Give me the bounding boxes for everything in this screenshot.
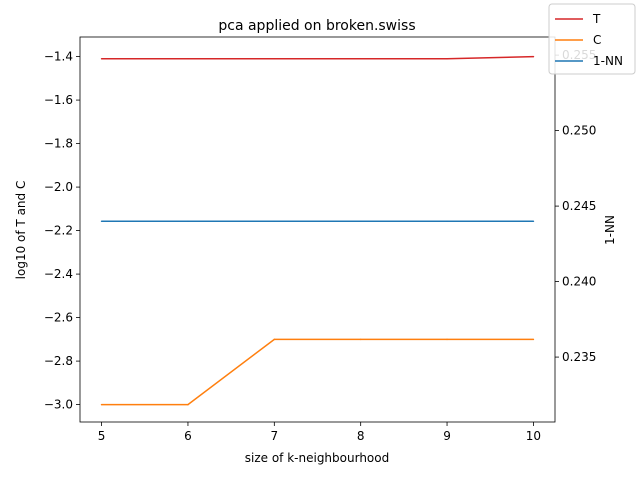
data-point-c: [273, 338, 276, 341]
series-line-t: [101, 55, 534, 60]
data-point-t: [273, 58, 276, 60]
legend-label-1nn: 1-NN: [593, 54, 623, 68]
x-tick-label: 7: [270, 429, 278, 443]
legend: T C 1-NN: [548, 3, 636, 75]
x-tick-label: 5: [98, 429, 106, 443]
data-point-1nn: [273, 220, 276, 222]
x-tick-label: 8: [357, 429, 365, 443]
x-tick-label: 10: [526, 429, 541, 443]
y2-axis-label: 1-NN: [603, 215, 617, 245]
y-tick-label: −2.0: [44, 180, 73, 194]
legend-label-c: C: [593, 33, 601, 47]
y-tick-label: −1.8: [44, 137, 73, 151]
series-layer: [100, 55, 535, 406]
x-tick-label: 6: [184, 429, 192, 443]
data-point-t: [446, 58, 448, 60]
series-line-c: [101, 338, 534, 406]
y2-tick-label: 0.235: [562, 350, 596, 364]
data-point-1nn: [359, 220, 362, 222]
x-tick-label: 9: [443, 429, 451, 443]
y2-tick-label: 0.245: [562, 199, 596, 213]
x-axis-ticks: 5 6 7 8 9 10: [98, 422, 541, 443]
y-tick-label: −2.6: [44, 311, 73, 325]
y-axis-label: log10 of T and C: [14, 181, 28, 280]
plot-frame: [79, 36, 556, 423]
y-tick-label: −3.0: [44, 398, 73, 412]
data-point-1nn: [446, 220, 448, 222]
y-tick-label: −2.2: [44, 224, 73, 238]
data-point-c: [532, 338, 535, 341]
data-point-t: [359, 58, 362, 60]
data-point-c: [100, 403, 103, 406]
chart-title: pca applied on broken.swiss: [218, 18, 415, 34]
data-point-t: [100, 58, 103, 60]
data-point-c: [359, 338, 362, 341]
data-point-1nn: [100, 220, 103, 222]
y-tick-label: −2.8: [44, 354, 73, 368]
data-point-c: [187, 403, 189, 406]
data-point-c: [446, 338, 448, 341]
data-point-1nn: [532, 220, 535, 222]
y-tick-label: −2.4: [44, 267, 73, 281]
y2-tick-label: 0.250: [562, 124, 596, 138]
data-point-t: [532, 55, 535, 58]
data-point-t: [187, 58, 189, 60]
y2-tick-label: 0.240: [562, 275, 596, 289]
x-axis-label: size of k-neighbourhood: [245, 451, 389, 465]
plot-border: [79, 36, 556, 423]
y-tick-label: −1.6: [44, 93, 73, 107]
legend-label-t: T: [592, 12, 601, 26]
y-axis-ticks: −3.0 −2.8 −2.6 −2.4 −2.2 −2.0 −1.8 −1.6 −1.4: [44, 50, 80, 412]
y-tick-label: −1.4: [44, 50, 73, 64]
legend-box: [548, 3, 636, 75]
data-point-1nn: [187, 220, 189, 222]
